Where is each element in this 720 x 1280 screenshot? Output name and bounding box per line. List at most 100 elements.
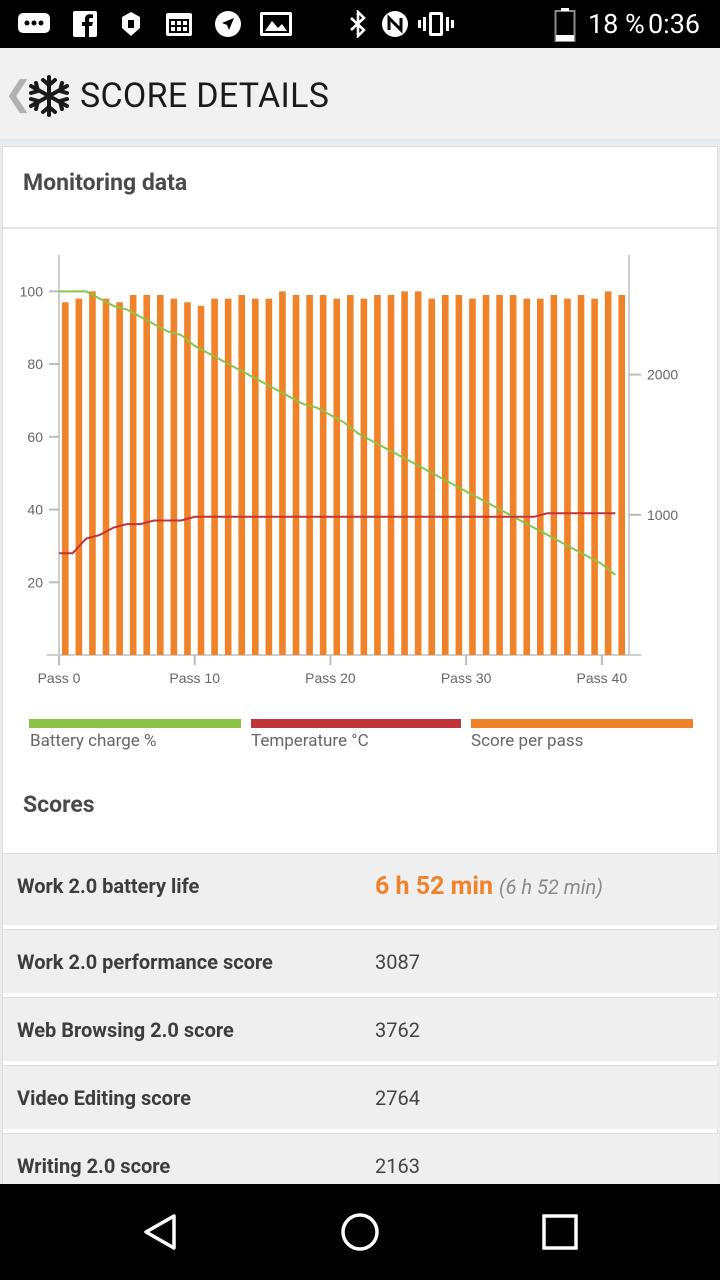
- score-bar: [129, 295, 137, 655]
- monitoring-title: Monitoring data: [23, 169, 188, 196]
- score-row-web-browsing[interactable]: Web Browsing 2.0 score 3762: [3, 997, 719, 1061]
- score-value: 3762: [375, 1018, 420, 1042]
- score-bar: [414, 291, 422, 655]
- bluetooth-icon: [350, 10, 366, 38]
- score-row-performance[interactable]: Work 2.0 performance score 3087: [3, 929, 719, 993]
- score-bar: [292, 295, 300, 655]
- nfc-icon: [382, 11, 408, 37]
- score-bar: [442, 295, 449, 655]
- score-bar: [564, 298, 571, 655]
- legend-label-temperature: Temperature °C: [251, 731, 369, 751]
- vibrate-icon: [418, 12, 454, 36]
- score-bar: [537, 298, 544, 655]
- score-bar: [279, 291, 286, 655]
- score-bar: [143, 295, 151, 655]
- x-tick-label: Pass 10: [169, 670, 220, 686]
- divider: [3, 227, 719, 229]
- battery-life-sub: (6 h 52 min): [498, 875, 603, 899]
- score-bar: [591, 298, 598, 655]
- score-value: 6 h 52 min (6 h 52 min): [375, 872, 603, 901]
- page-title: SCORE DETAILS: [80, 76, 330, 116]
- score-bar: [238, 295, 246, 655]
- score-bar: [482, 295, 490, 655]
- score-bar: [577, 295, 585, 655]
- score-bar: [252, 298, 259, 655]
- chevron-left-icon[interactable]: ❮: [4, 74, 33, 114]
- score-bar: [496, 295, 503, 655]
- battery-percentage: 18 %: [588, 8, 645, 40]
- score-bar: [374, 295, 381, 655]
- clock: 0:36: [648, 8, 701, 40]
- score-bar: [428, 298, 436, 655]
- score-value: 2163: [375, 1154, 420, 1178]
- score-bar: [401, 291, 408, 655]
- snowflake-icon[interactable]: [26, 74, 72, 118]
- score-bar: [509, 295, 517, 655]
- score-bar: [550, 295, 558, 655]
- left-tick-label: 100: [20, 283, 44, 299]
- score-bar: [455, 295, 463, 655]
- facebook-icon: [73, 11, 97, 37]
- left-tick-label: 80: [27, 356, 43, 372]
- score-bar: [347, 295, 354, 655]
- score-bar: [75, 298, 83, 655]
- score-bar: [184, 302, 191, 655]
- score-label: Writing 2.0 score: [17, 1154, 171, 1178]
- score-bar: [211, 298, 218, 655]
- status-bar: 18 % 0:36: [0, 0, 720, 48]
- battery-line: [59, 290, 617, 576]
- recents-square-icon[interactable]: [536, 1208, 584, 1256]
- score-bar: [62, 302, 69, 655]
- score-bar: [157, 295, 164, 655]
- navigation-bar: [0, 1184, 720, 1280]
- legend-swatch-temperature: [251, 719, 461, 728]
- left-tick-label: 40: [27, 502, 43, 518]
- score-label: Video Editing score: [17, 1086, 191, 1110]
- right-tick-label: 1000: [647, 507, 678, 523]
- scores-title: Scores: [23, 791, 95, 818]
- score-row-battery-life[interactable]: Work 2.0 battery life 6 h 52 min (6 h 52 …: [3, 853, 719, 925]
- score-bar: [387, 295, 395, 655]
- score-bar: [265, 298, 273, 655]
- photos-icon: [122, 12, 140, 36]
- score-bar: [197, 305, 205, 655]
- score-bar: [116, 302, 123, 655]
- legend-label-battery: Battery charge %: [30, 731, 157, 751]
- score-bar: [170, 298, 178, 655]
- score-label: Work 2.0 performance score: [17, 950, 273, 974]
- app-bar: ❮ SCORE DETAILS: [0, 48, 720, 142]
- x-tick-label: Pass 0: [38, 670, 81, 686]
- x-tick-label: Pass 30: [441, 670, 492, 686]
- score-bar: [89, 291, 96, 655]
- right-tick-label: 2000: [647, 367, 678, 383]
- home-circle-icon[interactable]: [336, 1208, 384, 1256]
- legend-label-score: Score per pass: [471, 731, 584, 751]
- battery-life-value: 6 h 52 min: [375, 872, 493, 901]
- monitoring-chart: 20 40 60 80 100 1000 2000 Pass 0 Pass 10 Pass 20 P…: [20, 255, 678, 686]
- legend-swatch-battery: [29, 719, 241, 728]
- score-bar: [319, 295, 327, 655]
- score-bar: [618, 295, 626, 655]
- score-row-video-editing[interactable]: Video Editing score 2764: [3, 1065, 719, 1129]
- left-tick-label: 20: [27, 574, 43, 590]
- calendar-icon: [166, 13, 192, 36]
- score-label: Web Browsing 2.0 score: [17, 1018, 234, 1042]
- navigation-icon: [215, 11, 241, 37]
- legend-swatch-score: [471, 719, 693, 728]
- score-value: 2764: [375, 1086, 420, 1110]
- score-bar: [306, 295, 313, 655]
- gallery-icon: [260, 12, 292, 36]
- temperature-line: [59, 512, 616, 555]
- score-label: Work 2.0 battery life: [17, 874, 200, 898]
- x-tick-label: Pass 40: [577, 670, 628, 686]
- left-tick-label: 60: [27, 429, 43, 445]
- score-bar: [333, 298, 341, 655]
- score-bar: [224, 298, 232, 655]
- battery-icon: [554, 8, 576, 42]
- score-bar: [360, 298, 368, 655]
- score-bar: [469, 298, 476, 655]
- back-triangle-icon[interactable]: [136, 1208, 184, 1256]
- score-bar: [604, 291, 612, 655]
- score-value: 3087: [375, 950, 420, 974]
